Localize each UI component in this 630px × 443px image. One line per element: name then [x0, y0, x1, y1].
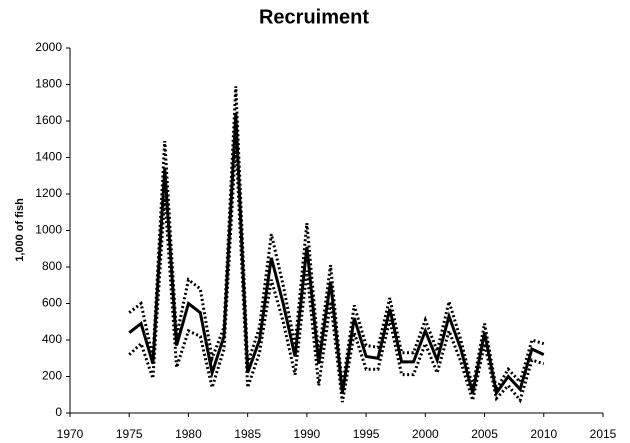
x-tick-label: 1975: [116, 427, 143, 441]
x-tick-label: 1985: [234, 427, 261, 441]
y-tick-label: 800: [42, 259, 62, 273]
y-axis-label: 1,000 of fish: [14, 198, 26, 262]
y-tick-label: 1600: [35, 113, 62, 127]
x-tick-label: 1990: [294, 427, 321, 441]
x-tick-label: 1970: [57, 427, 84, 441]
y-tick-label: 1400: [35, 150, 62, 164]
y-tick-label: 0: [55, 405, 62, 419]
x-tick-label: 2015: [590, 427, 617, 441]
y-tick-label: 1200: [35, 186, 62, 200]
y-tick-label: 1800: [35, 77, 62, 91]
x-tick-label: 2005: [471, 427, 498, 441]
y-tick-label: 600: [42, 296, 62, 310]
y-tick-label: 200: [42, 369, 62, 383]
chart-title: Recruiment: [259, 6, 369, 28]
series-line: [128, 140, 545, 407]
series-line: [128, 113, 545, 397]
y-tick-label: 2000: [35, 40, 62, 54]
y-tick-label: 1000: [35, 223, 62, 237]
x-tick-label: 1980: [175, 427, 202, 441]
y-tick-label: 400: [42, 332, 62, 346]
x-tick-label: 1995: [353, 427, 380, 441]
x-tick-label: 2010: [530, 427, 557, 441]
x-tick-label: 2000: [412, 427, 439, 441]
series-line: [128, 86, 545, 394]
